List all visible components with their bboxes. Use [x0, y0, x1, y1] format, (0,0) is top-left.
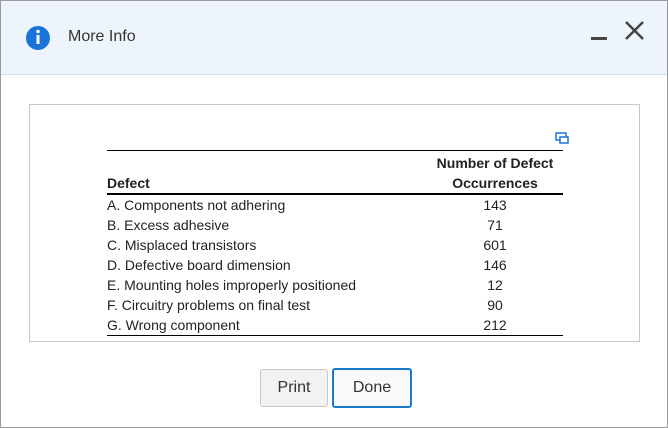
count-cell: 71	[487, 217, 503, 233]
done-button[interactable]: Done	[332, 368, 412, 408]
count-cell: 143	[483, 197, 507, 213]
info-icon-stem	[36, 35, 40, 44]
header-icons	[26, 21, 644, 50]
column-header: Defect	[107, 175, 150, 191]
minimize-button[interactable]	[591, 37, 607, 40]
close-button[interactable]	[625, 21, 644, 40]
print-button[interactable]: Print	[260, 369, 328, 407]
table-row: G. Wrong component 212	[107, 315, 563, 336]
count-cell: 601	[483, 237, 507, 253]
table-row: B. Excess adhesive 71	[107, 215, 563, 235]
count-cell: 12	[487, 277, 503, 293]
table-row: E. Mounting holes improperly positioned 1…	[107, 275, 563, 295]
defect-cell: D. Defective board dimension	[107, 257, 291, 273]
expand-icon[interactable]	[555, 132, 569, 144]
column-header: Number of Defect Occurrences	[436, 155, 554, 191]
dialog-title: More Info	[68, 28, 136, 45]
count-cell: 146	[483, 257, 507, 273]
dialog-header: More Info	[1, 1, 667, 75]
table-row: A. Components not adhering 143	[107, 194, 563, 215]
table-row: F. Circuitry problems on final test 90	[107, 295, 563, 315]
defect-cell: F. Circuitry problems on final test	[107, 297, 311, 313]
table-row: C. Misplaced transistors 601	[107, 235, 563, 255]
table-row: D. Defective board dimension 146	[107, 255, 563, 275]
defect-cell: A. Components not adhering	[107, 197, 286, 213]
content-box: Defect Number of Defect Occurrences A. C…	[29, 104, 640, 342]
defect-table: Defect Number of Defect Occurrences A. C…	[107, 150, 563, 336]
count-cell: 212	[483, 317, 507, 333]
defect-cell: G. Wrong component	[107, 317, 240, 333]
defect-cell: B. Excess adhesive	[107, 217, 230, 233]
table-body: A. Components not adhering 143 B. Excess a…	[107, 194, 563, 336]
count-cell: 90	[487, 297, 503, 313]
defect-cell: E. Mounting holes improperly positioned	[107, 277, 357, 293]
info-icon-dot	[36, 29, 40, 34]
defect-cell: C. Misplaced transistors	[107, 237, 257, 253]
